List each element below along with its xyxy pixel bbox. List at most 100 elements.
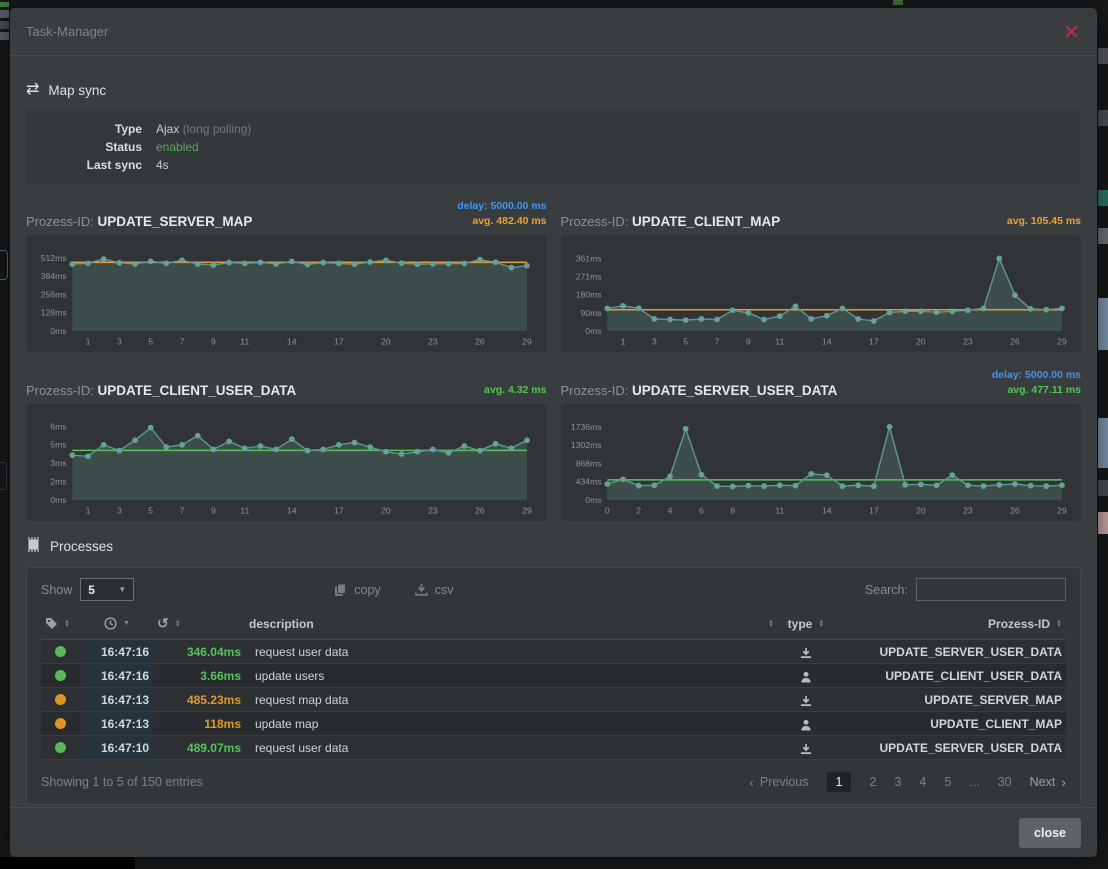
page-button-2[interactable]: 2 xyxy=(869,775,876,789)
server-download-icon xyxy=(800,647,812,659)
sort-icon: ▲▼ xyxy=(1056,620,1062,628)
duration-cell: 346.04ms xyxy=(153,640,245,664)
header-status[interactable]: ▲▼ xyxy=(41,611,81,640)
svg-text:4: 4 xyxy=(667,506,672,516)
table-row[interactable]: 16:47:16 3.66ms update users UPDATE_CLIE… xyxy=(41,664,1066,688)
process-id-cell: UPDATE_CLIENT_USER_DATA xyxy=(834,664,1066,688)
svg-text:434ms: 434ms xyxy=(575,477,601,487)
processes-section-heading: Processes xyxy=(26,537,1081,556)
chart-update-server-user-data: Prozess-ID: UPDATE_SERVER_USER_DATA dela… xyxy=(561,364,1082,521)
next-button[interactable]: Next› xyxy=(1030,774,1066,790)
page-button-5[interactable]: 5 xyxy=(944,775,951,789)
svg-text:17: 17 xyxy=(334,336,344,346)
header-description[interactable]: description ▲▼ xyxy=(245,611,778,640)
line-chart: 0ms128ms256ms384ms512ms13579111417202326… xyxy=(34,241,539,348)
time-cell: 16:47:10 xyxy=(81,736,153,760)
map-sync-lastsync-row: Last sync 4s xyxy=(26,156,1081,174)
backdrop-fragment xyxy=(0,250,8,280)
svg-text:361ms: 361ms xyxy=(575,253,601,263)
page-button-4[interactable]: 4 xyxy=(919,775,926,789)
svg-text:26: 26 xyxy=(1010,506,1020,516)
page-button-3[interactable]: 3 xyxy=(894,775,901,789)
table-row[interactable]: 16:47:13 118ms update map UPDATE_CLIENT_… xyxy=(41,712,1066,736)
svg-text:0ms: 0ms xyxy=(50,326,66,336)
previous-button[interactable]: ‹Previous xyxy=(749,774,808,790)
search-wrap: Search: xyxy=(865,578,1066,601)
process-id-cell: UPDATE_SERVER_USER_DATA xyxy=(834,640,1066,664)
svg-text:9: 9 xyxy=(211,506,216,516)
chart-card: 0ms2ms3ms5ms6ms1357911141720232629 xyxy=(26,404,547,521)
svg-text:7: 7 xyxy=(180,506,185,516)
chart-update-server-map: Prozess-ID: UPDATE_SERVER_MAP delay: 500… xyxy=(26,195,547,352)
chevron-right-icon: › xyxy=(1061,774,1066,790)
table-header-row: ▲▼ ▼ ↺ ▲▼ description xyxy=(41,611,1066,640)
type-cell xyxy=(778,712,834,736)
svg-text:29: 29 xyxy=(1057,336,1067,346)
server-download-icon xyxy=(800,743,812,755)
chart-card: 0ms434ms868ms1302ms1736ms024681114172023… xyxy=(561,404,1082,521)
table-row[interactable]: 16:47:16 346.04ms request user data UPDA… xyxy=(41,640,1066,664)
backdrop-fragment xyxy=(1098,190,1108,206)
copy-button[interactable]: copy xyxy=(334,583,380,597)
svg-text:11: 11 xyxy=(775,336,784,346)
pagination: ‹Previous 1 2 3 4 5 ... 30 Next› xyxy=(749,772,1066,792)
sort-icon: ▲▼ xyxy=(64,620,70,628)
chart-card: 0ms128ms256ms384ms512ms13579111417202326… xyxy=(26,235,547,352)
backdrop-fragment xyxy=(0,857,135,869)
svg-text:3: 3 xyxy=(117,336,122,346)
backdrop-fragment xyxy=(1098,298,1108,350)
header-type[interactable]: type ▲▼ xyxy=(778,611,834,640)
table-footer: Showing 1 to 5 of 150 entries ‹Previous … xyxy=(41,772,1066,792)
svg-text:26: 26 xyxy=(475,506,485,516)
table-row[interactable]: 16:47:10 489.07ms request user data UPDA… xyxy=(41,736,1066,760)
search-input[interactable] xyxy=(916,578,1066,601)
svg-text:1: 1 xyxy=(86,336,91,346)
svg-text:6ms: 6ms xyxy=(50,422,66,432)
type-note: (long polling) xyxy=(183,122,252,136)
type-cell xyxy=(778,736,834,760)
svg-text:5: 5 xyxy=(683,336,688,346)
chart-meta: avg. 105.45 ms xyxy=(1007,199,1081,229)
description-cell: update map xyxy=(245,712,778,736)
header-process-id[interactable]: Prozess-ID ▲▼ xyxy=(834,611,1066,640)
sort-icon: ▲▼ xyxy=(175,620,181,628)
delay-value: delay: 5000.00 ms xyxy=(457,199,546,214)
duration-cell: 3.66ms xyxy=(153,664,245,688)
chart-meta: delay: 5000.00 ms avg. 477.11 ms xyxy=(992,368,1081,398)
csv-button[interactable]: csv xyxy=(415,583,454,597)
line-chart: 0ms90ms180ms271ms361ms135791114172023262… xyxy=(569,241,1074,348)
status-dot xyxy=(55,742,66,753)
backdrop-fragment xyxy=(1098,48,1108,64)
svg-text:29: 29 xyxy=(522,336,532,346)
svg-text:9: 9 xyxy=(746,336,751,346)
page-button-30[interactable]: 30 xyxy=(998,775,1012,789)
map-sync-info-panel: Type Ajax (long polling) Status enabled … xyxy=(26,109,1081,185)
svg-text:271ms: 271ms xyxy=(575,271,601,281)
close-button[interactable]: close xyxy=(1019,818,1081,848)
header-time[interactable]: ▼ xyxy=(81,611,153,640)
svg-text:14: 14 xyxy=(822,506,832,516)
svg-text:3ms: 3ms xyxy=(50,458,66,468)
table-row[interactable]: 16:47:13 485.23ms request map data UPDAT… xyxy=(41,688,1066,712)
sort-desc-icon: ▼ xyxy=(123,622,130,626)
modal-header: Task-Manager xyxy=(10,8,1097,56)
close-icon[interactable] xyxy=(1063,24,1079,40)
svg-text:17: 17 xyxy=(334,506,344,516)
page-size-select[interactable]: 5▼ xyxy=(80,578,134,601)
svg-text:0: 0 xyxy=(604,506,609,516)
search-label: Search: xyxy=(865,583,908,597)
type-value: Ajax (long polling) xyxy=(156,120,251,138)
page-button-1[interactable]: 1 xyxy=(827,772,852,792)
svg-text:26: 26 xyxy=(1010,336,1020,346)
duration-cell: 489.07ms xyxy=(153,736,245,760)
exchange-icon: ⇄ xyxy=(26,82,39,98)
svg-text:29: 29 xyxy=(1057,506,1067,516)
svg-text:128ms: 128ms xyxy=(41,308,67,318)
delay-value: delay: 5000.00 ms xyxy=(992,368,1081,383)
sort-icon: ▲▼ xyxy=(818,620,824,628)
header-duration[interactable]: ↺ ▲▼ xyxy=(153,611,245,640)
backdrop-fragment xyxy=(1098,418,1108,468)
download-icon xyxy=(415,583,428,596)
chevron-left-icon: ‹ xyxy=(749,774,754,790)
time-cell: 16:47:13 xyxy=(81,712,153,736)
